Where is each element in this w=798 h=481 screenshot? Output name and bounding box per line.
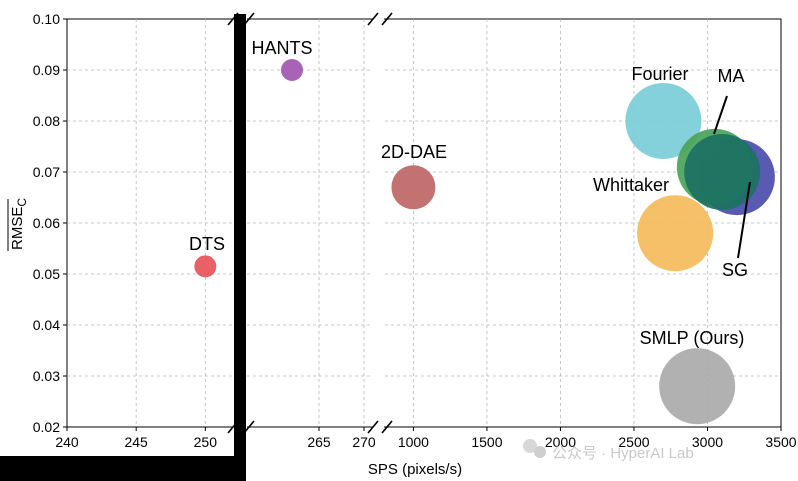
x-tick-label: 265: [307, 434, 331, 450]
x-tick-label: 245: [124, 434, 148, 450]
y-tick-label: 0.08: [33, 113, 60, 129]
y-axis: 0.02 0.03 0.04 0.05 0.06 0.07 0.08 0.09 0.10: [33, 11, 67, 435]
svg-text:RMSEC: RMSEC: [9, 198, 29, 250]
bottom-band-left: [0, 456, 238, 481]
point-overlap: [684, 134, 761, 210]
axis-break-marks: [227, 12, 393, 434]
y-tick-label: 0.07: [33, 164, 60, 180]
wechat-icon: [523, 439, 537, 453]
y-tick-label: 0.02: [33, 419, 60, 435]
point-dts: [194, 255, 217, 278]
y-tick-label: 0.03: [33, 368, 60, 384]
x-tick-label: 3500: [765, 434, 796, 450]
sg-leader-line: [737, 181, 751, 259]
x-tick-label: 270: [352, 434, 376, 450]
x-tick-label: 1500: [471, 434, 502, 450]
y-axis-title: RMSEC: [7, 198, 29, 251]
x-axis: 240 245 250 265 270 1000 1500 2000 2500 3000 3500: [55, 427, 797, 450]
label-fourier: Fourier: [631, 64, 688, 84]
axis-break-gap-right: [373, 14, 384, 432]
point-2d-dae: [391, 165, 436, 210]
x-tick-label: 2500: [618, 434, 649, 450]
label-smlp: SMLP (Ours): [640, 328, 745, 348]
label-whittaker: Whittaker: [593, 175, 669, 195]
axis-break-bar: [234, 14, 246, 481]
ma-leader-line: [713, 95, 728, 135]
point-fourier: [625, 83, 702, 159]
grid-lines: [67, 19, 781, 427]
x-tick-label: 250: [194, 434, 218, 450]
point-smlp-ours: [659, 348, 736, 425]
x-tick-label: 2000: [545, 434, 576, 450]
label-2d-dae: 2D-DAE: [381, 142, 447, 162]
data-points: [194, 59, 775, 425]
watermark-text: 公众号 · HyperAI Lab: [552, 445, 694, 462]
label-sg: SG: [722, 260, 748, 280]
label-ma: MA: [718, 66, 745, 86]
y-tick-label: 0.04: [33, 317, 60, 333]
x-tick-label: 240: [55, 434, 79, 450]
y-tick-label: 0.05: [33, 266, 60, 282]
label-dts: DTS: [189, 234, 225, 254]
label-hants: HANTS: [251, 38, 312, 58]
watermark: 公众号 · HyperAI Lab: [523, 439, 694, 462]
x-tick-label: 1000: [398, 434, 429, 450]
x-tick-label: 3000: [692, 434, 723, 450]
point-whittaker: [637, 195, 714, 272]
x-axis-title: SPS (pixels/s): [368, 461, 462, 478]
y-tick-label: 0.09: [33, 62, 60, 78]
point-hants: [281, 59, 303, 81]
y-tick-label: 0.06: [33, 215, 60, 231]
y-tick-label: 0.10: [33, 11, 60, 27]
